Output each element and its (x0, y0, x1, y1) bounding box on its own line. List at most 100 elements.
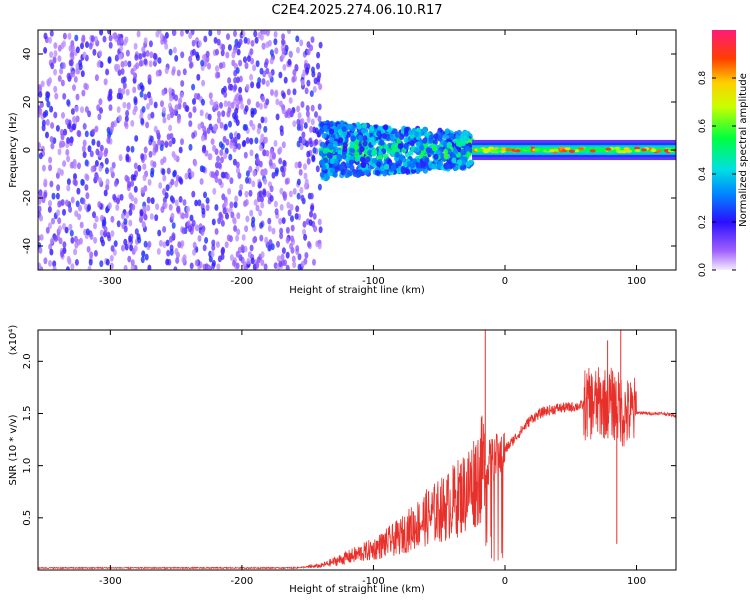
spectrogram-cell (133, 72, 138, 80)
spectrogram-cell (62, 208, 66, 216)
spectrogram-cell (179, 91, 184, 99)
spectrogram-cell (108, 104, 113, 111)
spectrogram-cell (260, 259, 265, 266)
spectrogram-cell (451, 157, 457, 164)
spectrogram-cell (243, 56, 247, 63)
spectrogram-cell (273, 140, 278, 147)
spectrogram-cell (127, 60, 132, 68)
spectrogram-cell (177, 241, 182, 249)
spectrogram-cell (74, 210, 79, 218)
spectrogram-cell (118, 53, 123, 60)
spectrogram-cell (203, 35, 208, 43)
spectrogram-cell (202, 54, 206, 62)
spectrogram-cell (237, 143, 241, 150)
spectrogram-cell (212, 101, 217, 109)
spectrogram-cell (99, 107, 103, 114)
spectrogram-cell (303, 233, 308, 241)
spectrogram-cell (171, 137, 176, 145)
spectrogram-cell (81, 197, 86, 205)
spectrogram-cell (97, 201, 102, 208)
spectrogram-cell (313, 225, 318, 233)
spectrogram-cell (128, 219, 133, 227)
spectrogram-cell (443, 153, 449, 160)
spectrogram-cell (436, 149, 442, 156)
spectrogram-cell (142, 174, 147, 182)
spectrogram-cell (278, 71, 283, 79)
spectrogram-cell (171, 69, 176, 76)
spectrogram-cell (263, 116, 268, 124)
spectrogram-cell (279, 125, 284, 133)
spectrogram-cell (109, 125, 114, 133)
spectrogram-cell (178, 97, 183, 105)
spectrogram-cell (419, 145, 425, 151)
spectrogram-cell (275, 113, 280, 121)
spectrogram-cell (66, 155, 71, 163)
spectrogram-cell (309, 140, 314, 148)
spectrogram-cell (261, 43, 266, 50)
snr-panel: -300 -200 -100 0 100 0.5 1.0 1.5 2.0 Height of … (8, 325, 677, 595)
spectrogram-cell (201, 146, 206, 154)
spectrogram-cell (226, 33, 230, 40)
spectrogram-cell (433, 133, 439, 140)
spectrogram-cell (281, 217, 286, 225)
spectrogram-cell (90, 35, 95, 42)
spectrogram-cell (142, 205, 147, 213)
top-x-tick-label: -200 (231, 276, 254, 287)
spectrogram-cell (99, 61, 104, 68)
spectrogram-cell (157, 229, 162, 237)
spectrogram-cell (273, 200, 278, 208)
spectrogram-cell (379, 139, 385, 146)
spectrogram-cell (48, 36, 52, 44)
spectrogram-cell (265, 67, 270, 75)
spectrogram-cell (437, 135, 443, 142)
spectrogram-cell (126, 145, 131, 153)
spectrogram-cell (299, 143, 304, 151)
spectrogram-cell (233, 84, 238, 91)
spectrogram-cell (408, 149, 414, 156)
spectrogram-cell (254, 36, 259, 44)
spectrogram-cell (208, 255, 213, 263)
spectrogram-cell (361, 122, 367, 129)
spectrogram-cell (212, 144, 217, 152)
spectrogram-cell (133, 197, 138, 205)
spectrogram-cell (650, 148, 657, 153)
spectrogram-cell (50, 62, 55, 70)
spectrogram-cell (216, 71, 221, 79)
spectrogram-cell (128, 192, 133, 200)
spectrogram-cell (634, 149, 641, 153)
spectrogram-cell (67, 32, 72, 40)
spectrogram-cell (281, 107, 286, 115)
spectrogram-cell (236, 212, 241, 220)
spectrogram-cell (259, 195, 264, 203)
spectrogram-cell (143, 146, 148, 154)
spectrogram-cell (189, 262, 194, 270)
spectrogram-cell (278, 260, 283, 268)
spectrogram-cell (626, 149, 632, 153)
spectrogram-cell (80, 178, 85, 186)
spectrogram-cell (217, 255, 222, 263)
spectrogram-cell (250, 57, 255, 65)
spectrogram-cell (341, 126, 347, 132)
spectrogram-cell (319, 141, 326, 148)
spectrogram-cell (155, 203, 160, 211)
spectrogram-cell (57, 200, 62, 208)
spectrogram-cell (308, 219, 313, 227)
spectrogram-cell (321, 164, 327, 171)
spectrogram-cell (186, 220, 191, 228)
spectrogram-cell (224, 241, 229, 249)
snr-plot (38, 330, 676, 570)
spectrogram-cell (206, 127, 211, 134)
spectrogram-cell (172, 170, 177, 178)
spectrogram-cell (249, 209, 254, 217)
spectrogram-cell (221, 246, 225, 254)
spectrogram-cell (488, 146, 495, 150)
spectrogram-cell (78, 59, 83, 67)
spectrogram-cell (174, 199, 179, 207)
spectrogram-cell (85, 192, 90, 200)
spectrogram-cell (178, 146, 183, 154)
spectrogram-cell (265, 80, 270, 87)
spectrogram-cell (399, 134, 405, 140)
spectrogram-cell (465, 161, 471, 168)
spectrogram-cell (69, 136, 74, 144)
spectrogram-cell (49, 30, 54, 37)
